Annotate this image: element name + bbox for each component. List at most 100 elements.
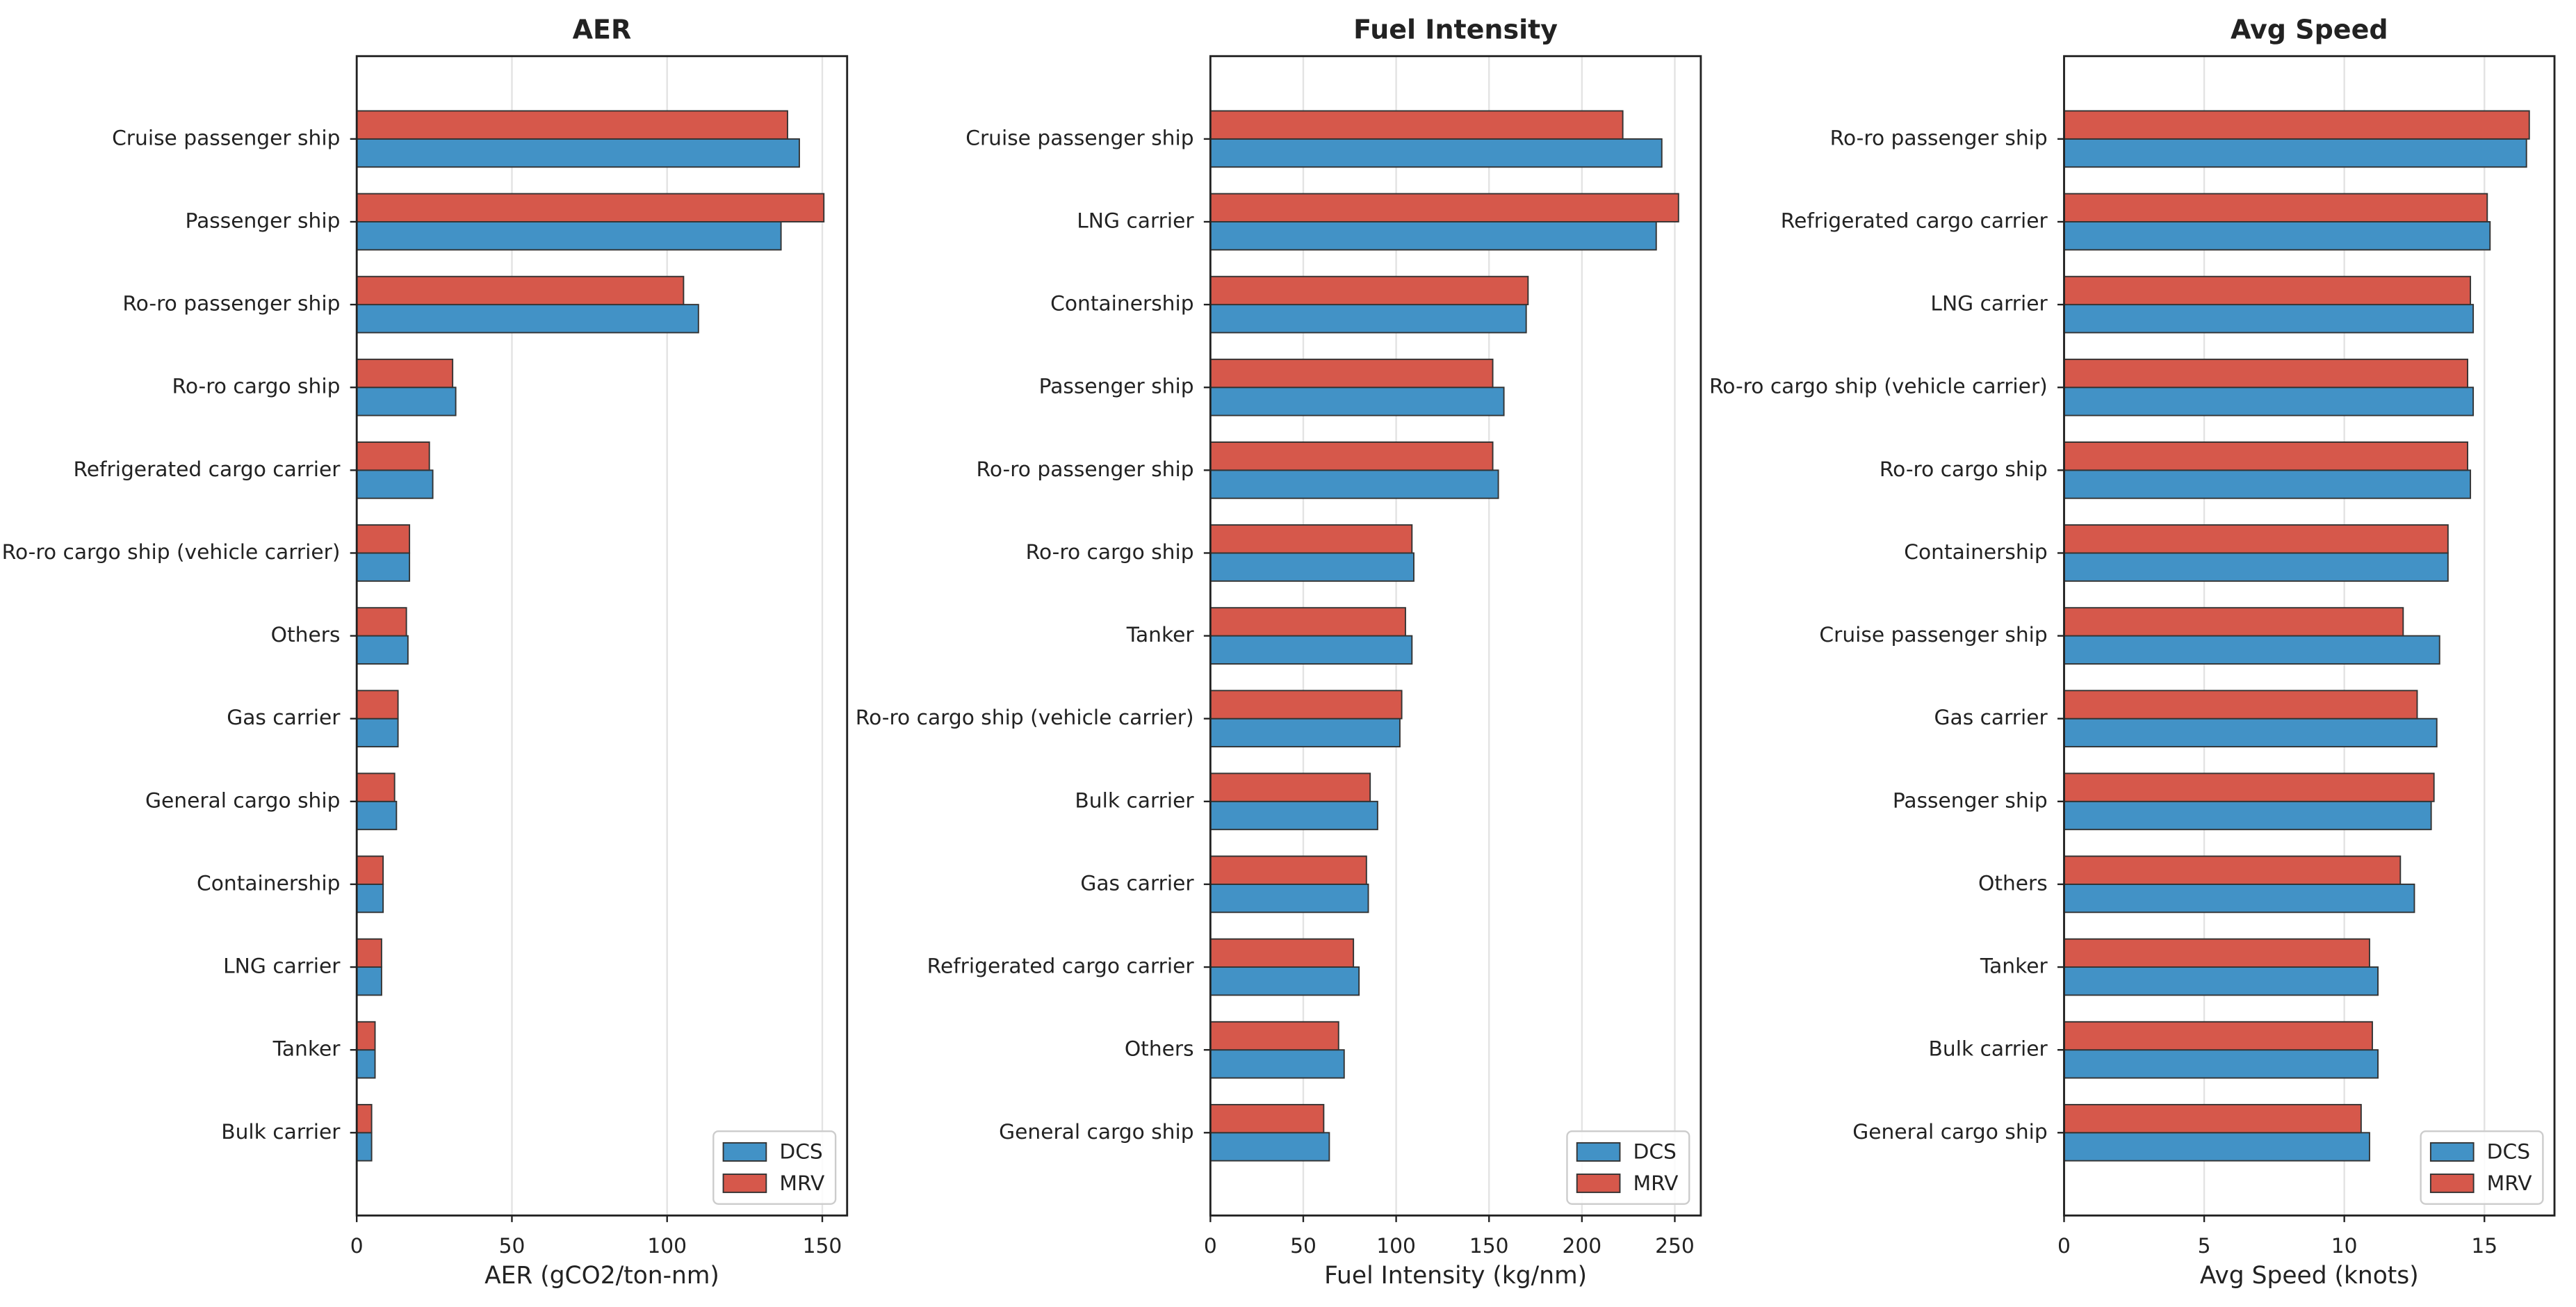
y-tick-label: Ro-ro cargo ship — [172, 375, 341, 399]
x-tick-label: 50 — [499, 1234, 525, 1258]
bar — [356, 552, 411, 582]
y-tick-label: Others — [1978, 871, 2048, 895]
bar — [2063, 690, 2418, 720]
legend-label: DCS — [2487, 1140, 2530, 1164]
legend-swatch — [1576, 1174, 1621, 1194]
bar — [1209, 275, 1529, 306]
y-tick-label: LNG carrier — [1077, 209, 1194, 234]
y-tick-label: Tanker — [1980, 955, 2048, 979]
bar — [356, 938, 382, 968]
bar — [2063, 607, 2404, 637]
chart-title: Avg Speed — [2231, 15, 2388, 45]
x-tick-label: 5 — [2198, 1234, 2211, 1258]
bar — [2063, 110, 2530, 140]
y-tick-label: Tanker — [1126, 623, 1195, 647]
y-tick-label: Ro-ro cargo ship (vehicle carrier) — [856, 706, 1194, 730]
bar — [1209, 387, 1505, 416]
legend-label: DCS — [779, 1140, 822, 1164]
bar — [356, 966, 382, 996]
y-tick-label: LNG carrier — [223, 955, 341, 979]
bar — [356, 358, 454, 389]
y-tick-label: Gas carrier — [227, 706, 341, 730]
bar — [2063, 193, 2488, 222]
y-tick-label: Containership — [1050, 292, 1193, 316]
bar — [356, 138, 800, 168]
legend-label: MRV — [1633, 1171, 1679, 1196]
x-tick-label: 100 — [1376, 1234, 1416, 1258]
bar — [1209, 469, 1499, 499]
bar — [2063, 387, 2475, 416]
legend-label: MRV — [2487, 1171, 2533, 1196]
bar — [2063, 1132, 2370, 1162]
bar — [356, 607, 407, 637]
bar — [356, 1103, 373, 1134]
bar — [356, 441, 430, 471]
bar — [2063, 304, 2475, 334]
y-tick-label: Bulk carrier — [221, 1120, 341, 1144]
legend-label: DCS — [1633, 1140, 1676, 1164]
bar — [2063, 221, 2491, 251]
legend-swatch — [2429, 1142, 2475, 1162]
bar — [356, 1021, 376, 1051]
y-tick-label: Refrigerated cargo carrier — [927, 955, 1195, 979]
bar — [356, 304, 699, 334]
y-tick-label: Gas carrier — [1080, 871, 1194, 895]
bar — [356, 221, 782, 251]
bar — [356, 387, 457, 416]
y-tick-label: General cargo ship — [145, 788, 340, 813]
y-tick-label: Cruise passenger ship — [1819, 623, 2047, 647]
y-tick-label: Passenger ship — [186, 209, 341, 234]
legend-swatch — [1576, 1142, 1621, 1162]
bar — [1209, 855, 1367, 885]
legend-label: MRV — [779, 1171, 825, 1196]
bar — [1209, 607, 1406, 637]
bar — [2063, 772, 2435, 802]
bar — [1209, 1021, 1339, 1051]
bar — [356, 772, 396, 802]
bar — [356, 1049, 376, 1079]
y-tick-label: Refrigerated cargo carrier — [1781, 209, 2048, 234]
bar — [2063, 275, 2472, 306]
legend-swatch — [722, 1142, 767, 1162]
y-tick-label: Ro-ro cargo ship (vehicle carrier) — [1709, 375, 2048, 399]
bar — [1209, 441, 1494, 471]
y-tick-label: Ro-ro passenger ship — [1830, 126, 2048, 150]
bar — [1209, 193, 1679, 222]
bar — [1209, 883, 1369, 914]
bar — [1209, 717, 1401, 748]
y-tick-label: Ro-ro cargo ship — [1026, 540, 1194, 565]
y-tick-label: Gas carrier — [1934, 706, 2048, 730]
bar — [2063, 524, 2449, 554]
bar — [1209, 772, 1371, 802]
x-axis-label: Avg Speed (knots) — [2200, 1262, 2419, 1290]
bar — [2063, 1049, 2379, 1079]
x-axis-label: Fuel Intensity (kg/nm) — [1324, 1262, 1587, 1290]
bar — [356, 883, 384, 914]
x-tick-label: 100 — [647, 1234, 687, 1258]
bar — [1209, 221, 1657, 251]
bar — [1209, 524, 1413, 554]
bar — [356, 193, 825, 222]
y-tick-label: Others — [271, 623, 341, 647]
plot-frame — [1209, 55, 1702, 1217]
y-tick-label: Ro-ro cargo ship — [1880, 457, 2048, 482]
x-tick-label: 200 — [1563, 1234, 1602, 1258]
bar — [2063, 800, 2432, 831]
y-tick-label: Ro-ro passenger ship — [122, 292, 340, 316]
x-tick-label: 10 — [2331, 1234, 2358, 1258]
bar — [1209, 800, 1378, 831]
y-tick-label: Tanker — [272, 1037, 341, 1062]
chart-title: Fuel Intensity — [1353, 15, 1558, 45]
y-tick-label: Ro-ro cargo ship (vehicle carrier) — [2, 540, 341, 565]
bar — [2063, 1021, 2373, 1051]
bar — [1209, 635, 1413, 665]
x-tick-label: 0 — [2057, 1234, 2071, 1258]
bar — [1209, 1103, 1325, 1134]
x-tick-label: 50 — [1290, 1234, 1316, 1258]
bar — [1209, 304, 1527, 334]
bar — [356, 800, 398, 831]
bar — [2063, 966, 2379, 996]
plot-frame — [355, 55, 849, 1217]
bar — [356, 524, 411, 554]
